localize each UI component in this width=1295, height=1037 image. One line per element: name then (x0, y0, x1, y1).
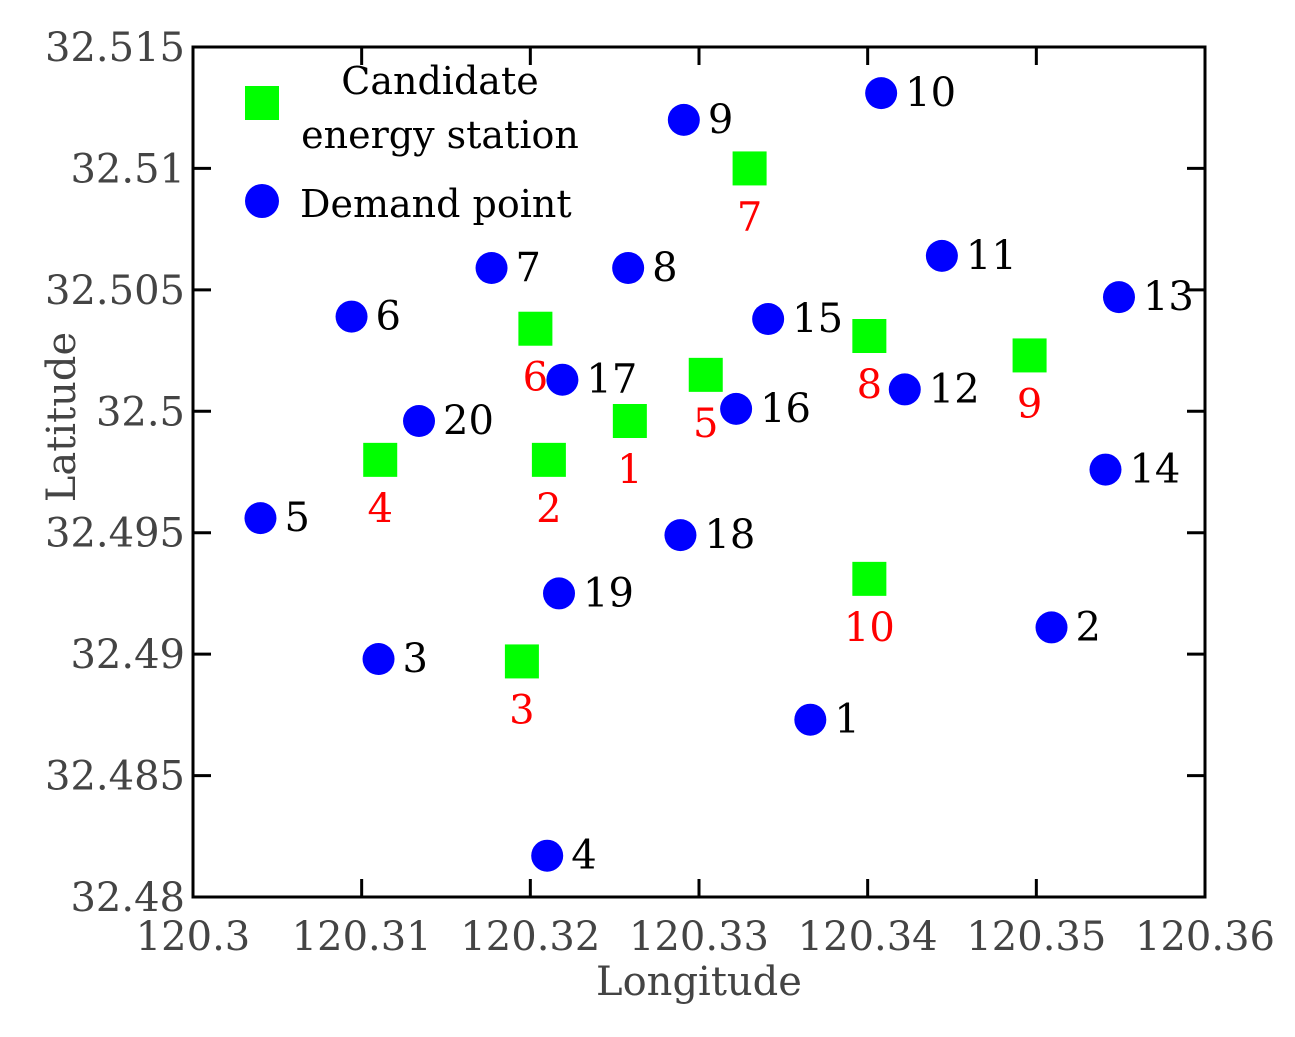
demand-marker (1035, 611, 1068, 644)
station-label: 9 (1017, 381, 1042, 427)
demand-label: 1 (834, 697, 859, 743)
demand-marker (888, 373, 921, 406)
y-tick-label: 32.49 (70, 632, 185, 678)
demand-marker (546, 363, 579, 396)
legend: Candidate energy station Demand point (245, 59, 579, 226)
x-tick-label: 120.34 (798, 914, 938, 960)
demand-marker (362, 643, 395, 675)
demand-label: 18 (704, 512, 755, 558)
y-axis-title: Latitude (39, 332, 85, 502)
y-tick-label: 32.505 (45, 268, 185, 314)
station-marker (732, 151, 767, 186)
x-tick-label: 120.33 (629, 914, 769, 960)
demand-marker (667, 103, 700, 136)
demand-label: 3 (403, 636, 428, 682)
demand-label: 8 (652, 245, 677, 291)
x-axis-ticks: 120.3 120.31 120.32 120.33 120.34 120.35 120.3… (136, 47, 1275, 960)
legend-station-label-line1: Candidate (341, 59, 538, 103)
legend-demand-marker (245, 184, 279, 218)
y-tick-label: 32.515 (45, 25, 185, 71)
demand-label: 4 (571, 833, 596, 879)
demand-label: 19 (583, 570, 634, 616)
station-label: 5 (693, 401, 718, 447)
station-label: 6 (523, 355, 548, 401)
y-tick-label: 32.5 (96, 389, 185, 435)
y-tick-label: 32.485 (45, 754, 185, 800)
station-marker (531, 442, 566, 477)
station-label: 8 (857, 362, 882, 408)
demand-label: 11 (966, 233, 1017, 279)
demand-label: 14 (1129, 447, 1180, 493)
x-tick-label: 120.36 (1135, 914, 1275, 960)
demand-marker (720, 392, 753, 425)
legend-demand-label: Demand point (300, 182, 572, 226)
demand-label: 13 (1143, 274, 1194, 320)
station-marker (1012, 338, 1047, 373)
demand-marker (612, 252, 645, 284)
demand-marker (1089, 453, 1122, 486)
y-tick-label: 32.48 (70, 875, 185, 921)
demand-label: 7 (516, 245, 541, 291)
x-tick-label: 120.32 (460, 914, 600, 960)
demand-label: 10 (905, 70, 956, 116)
y-tick-label: 32.495 (45, 511, 185, 557)
x-tick-label: 120.35 (966, 914, 1106, 960)
station-label: 1 (617, 447, 642, 493)
station-marker (363, 442, 398, 477)
station-label: 4 (367, 486, 392, 532)
demand-marker (664, 519, 697, 552)
demand-marker (335, 300, 368, 333)
demand-label: 12 (929, 366, 980, 412)
demand-marker (531, 839, 564, 872)
station-label: 3 (509, 687, 534, 733)
station-marker (852, 561, 887, 596)
station-label: 2 (536, 486, 561, 532)
demand-label: 15 (792, 296, 843, 342)
station-marker (518, 311, 553, 346)
station-marker (612, 404, 647, 438)
demand-marker (752, 303, 785, 335)
y-axis-ticks: 32.48 32.485 32.49 32.495 32.5 32.505 32.51 32.… (45, 25, 1205, 921)
legend-station-label-line2: energy station (301, 113, 579, 157)
demand-marker (865, 77, 898, 110)
x-tick-label: 120.31 (292, 914, 432, 960)
station-label: 10 (844, 605, 895, 651)
legend-station-marker (245, 86, 279, 120)
demand-label: 9 (708, 97, 733, 143)
demand-marker (403, 405, 436, 437)
demand-label: 2 (1076, 604, 1101, 650)
station-marker (688, 357, 723, 392)
station-marker (852, 319, 887, 353)
demand-marker (475, 252, 508, 284)
station-label: 7 (737, 194, 762, 240)
demand-label: 20 (443, 398, 494, 444)
x-axis-title: Longitude (596, 959, 802, 1005)
demand-label: 17 (586, 357, 637, 403)
demand-label: 5 (284, 495, 309, 541)
station-marker (504, 644, 539, 679)
demand-marker (244, 502, 277, 535)
y-tick-label: 32.51 (70, 146, 185, 192)
demand-marker (925, 239, 958, 272)
demand-label: 16 (760, 386, 811, 432)
demand-marker (543, 577, 576, 610)
plot-frame (191, 45, 1207, 899)
demand-marker (1102, 281, 1135, 314)
demand-marker (794, 703, 827, 736)
demand-label: 6 (376, 294, 401, 340)
x-tick-label: 120.3 (136, 914, 251, 960)
